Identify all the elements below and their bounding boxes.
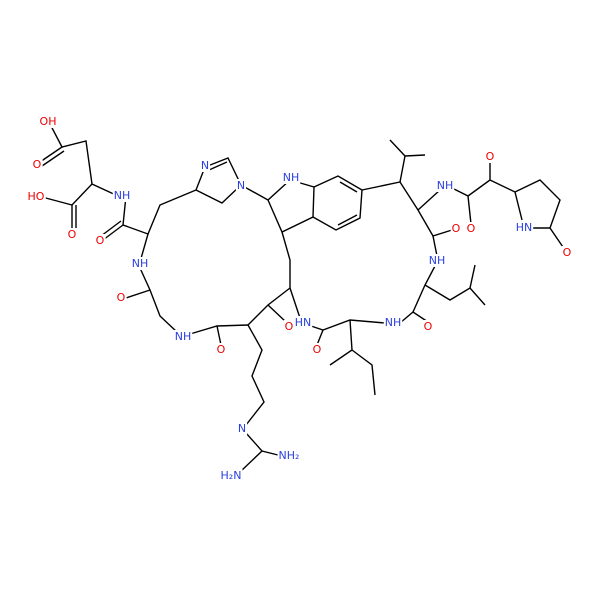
- atom-label: O: [313, 343, 322, 356]
- atom-label: NH: [385, 316, 402, 329]
- label-backing: [427, 254, 447, 267]
- atom-label: O: [467, 222, 476, 235]
- atom-label: N: [201, 159, 209, 172]
- atom-label: NH: [175, 330, 192, 343]
- atom-label: NH: [429, 254, 446, 267]
- label-backing: [31, 158, 43, 171]
- atom-label: O: [424, 320, 433, 333]
- atom-label: NH: [132, 257, 149, 270]
- atom-label: HN: [295, 316, 312, 329]
- label-backing: [215, 343, 227, 356]
- atom-label: HO: [28, 190, 45, 203]
- label-backing: [450, 222, 462, 235]
- atom-label: O: [452, 222, 461, 235]
- label-backing: [199, 159, 211, 172]
- atom-label: HN: [516, 221, 533, 234]
- atom-label: H₂N: [221, 469, 242, 482]
- label-backing: [173, 330, 193, 343]
- label-backing: [236, 422, 248, 435]
- label-backing: [383, 316, 403, 329]
- atom-label: O: [563, 246, 572, 259]
- label-backing: [465, 222, 477, 235]
- atom-label: N: [238, 422, 246, 435]
- atom-label: O: [486, 150, 495, 163]
- atom-label: O: [33, 158, 42, 171]
- label-backing: [38, 115, 58, 128]
- bonds: [39, 123, 566, 473]
- atom-labels: OH O HO O NH O N N NH NH O NH O O HN O N…: [26, 115, 573, 482]
- label-backing: [115, 291, 127, 304]
- atom-label: O: [285, 320, 294, 333]
- label-backing: [130, 257, 150, 270]
- atom-label: NH: [283, 171, 300, 184]
- label-backing: [277, 449, 301, 462]
- label-backing: [561, 246, 573, 259]
- label-backing: [283, 320, 295, 333]
- atom-label: NH: [437, 179, 454, 192]
- atom-label: O: [117, 291, 126, 304]
- label-backing: [281, 171, 301, 184]
- label-backing: [435, 179, 455, 192]
- atom-label: O: [68, 228, 77, 241]
- label-backing: [484, 150, 496, 163]
- label-backing: [94, 234, 106, 247]
- label-backing: [293, 316, 313, 329]
- atom-label: OH: [40, 115, 57, 128]
- label-backing: [26, 190, 46, 203]
- label-backing: [311, 343, 323, 356]
- label-backing: [514, 221, 534, 234]
- atom-label: N: [237, 179, 245, 192]
- atom-label: NH₂: [279, 449, 300, 462]
- label-backing: [219, 469, 243, 482]
- atom-label: O: [96, 234, 105, 247]
- label-backing: [422, 320, 434, 333]
- label-backing: [235, 179, 247, 192]
- atom-label: NH: [114, 189, 131, 202]
- label-backing: [66, 228, 78, 241]
- label-backing: [112, 189, 132, 202]
- atom-label: O: [217, 343, 226, 356]
